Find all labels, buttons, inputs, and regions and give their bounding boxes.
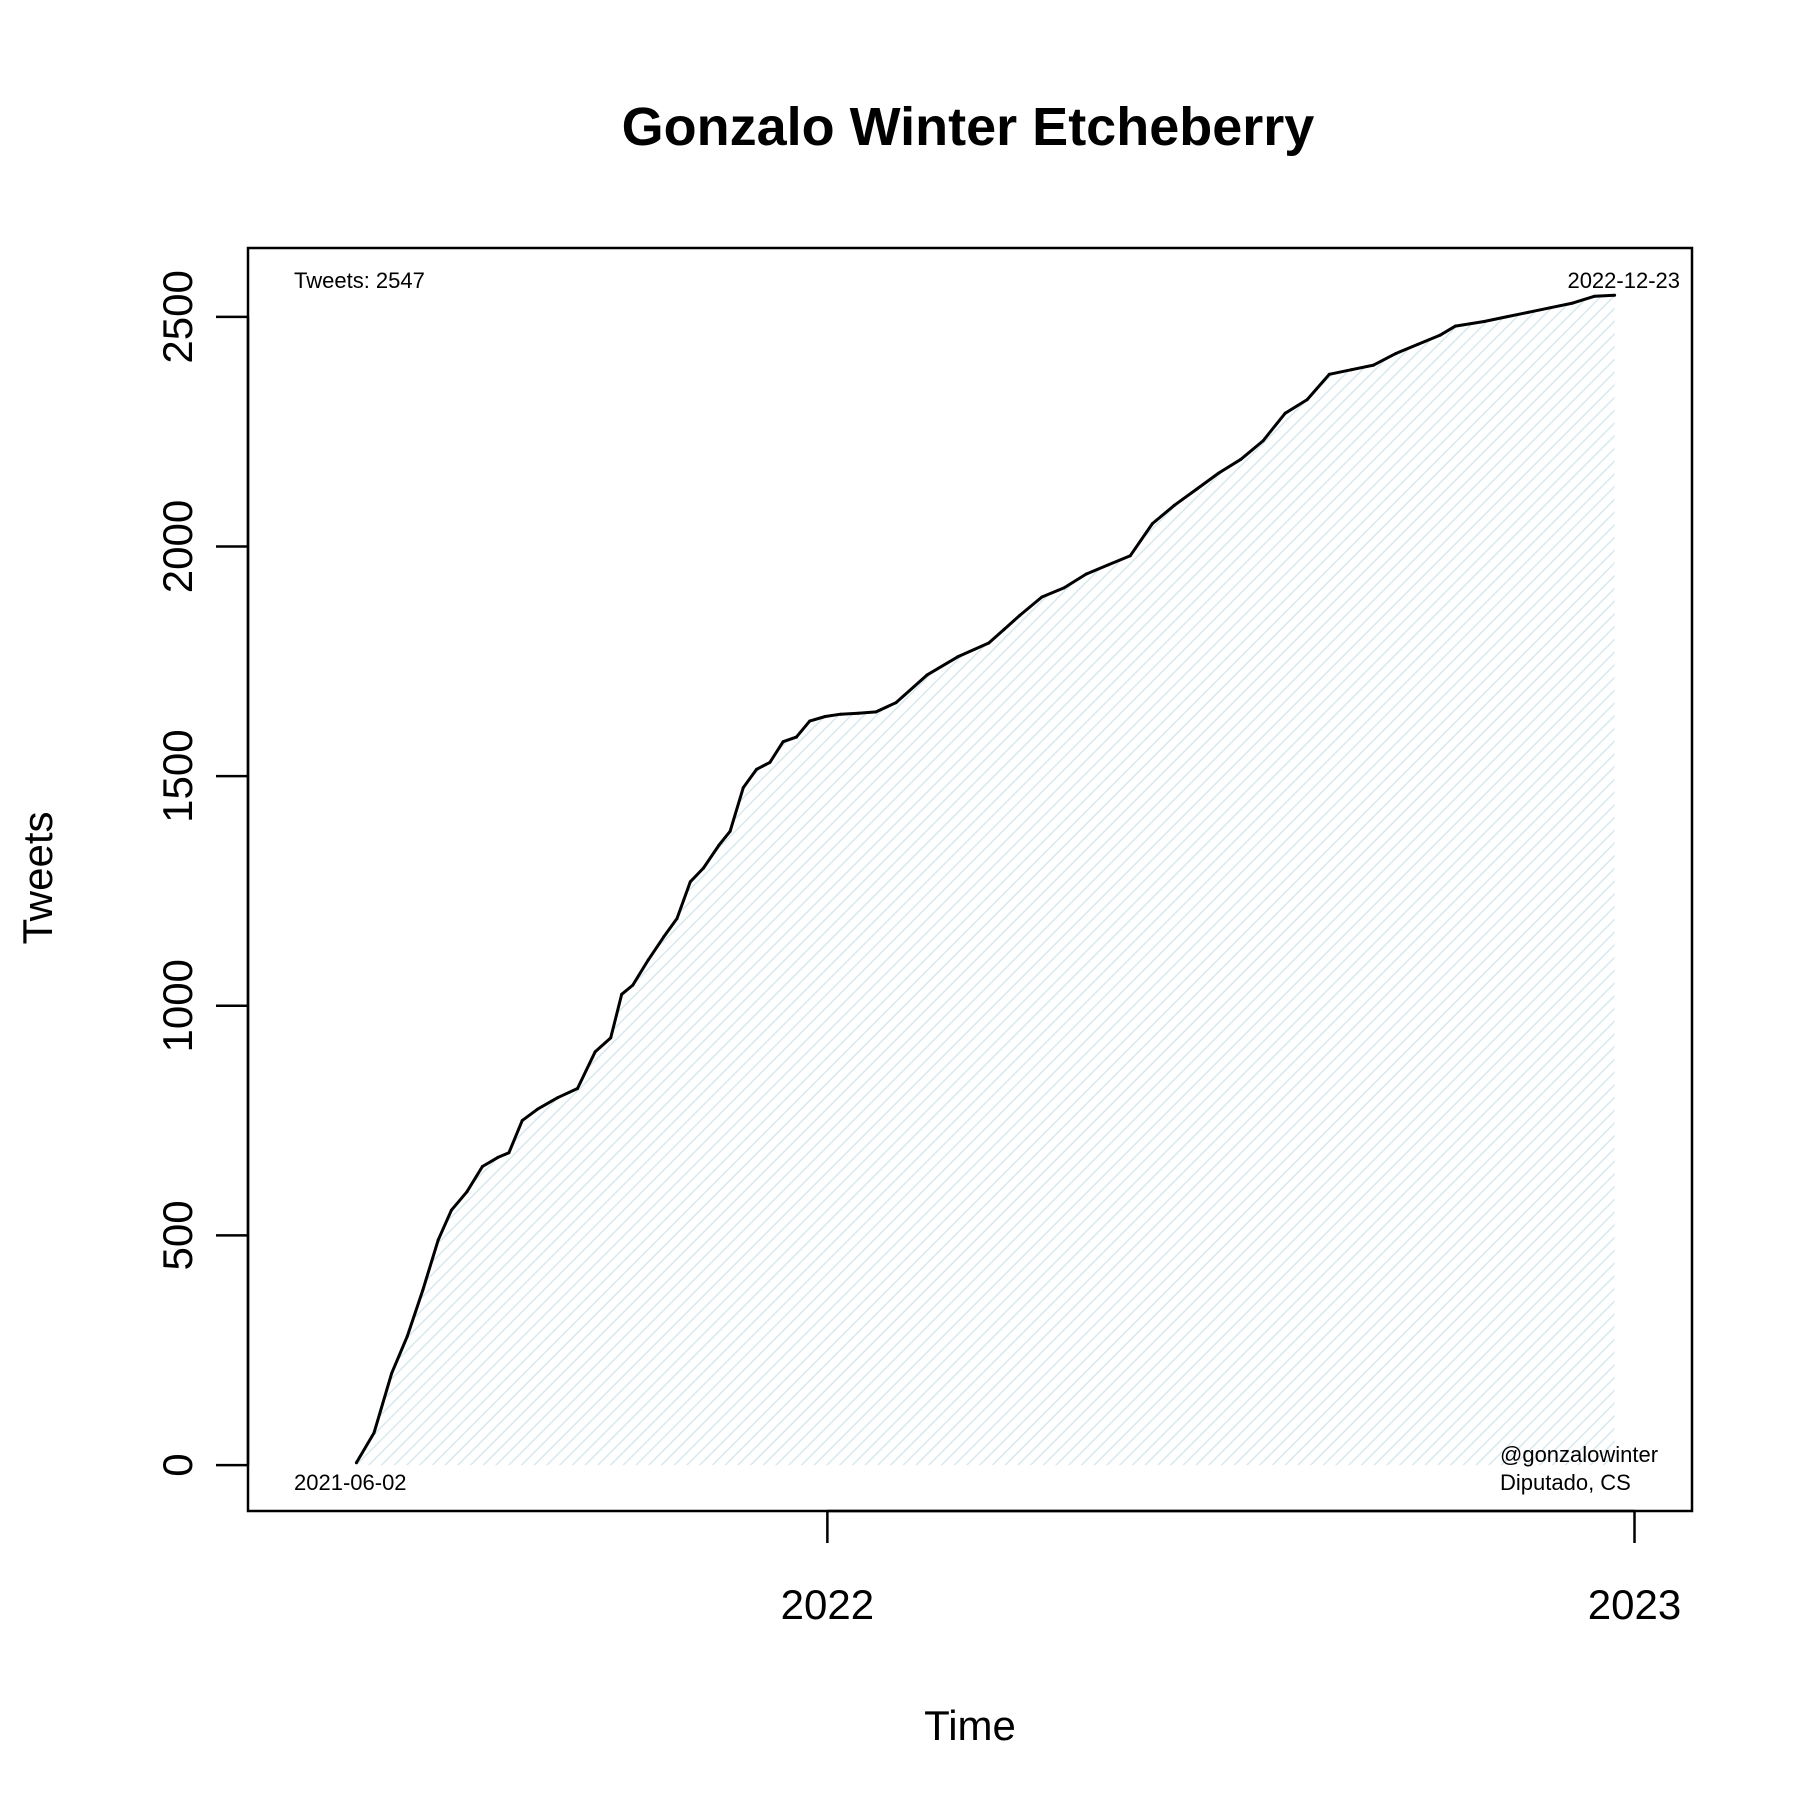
data-point <box>1002 627 1006 631</box>
data-point <box>728 829 732 833</box>
data-point <box>520 1119 524 1123</box>
data-point <box>556 1096 560 1100</box>
data-point <box>894 701 898 705</box>
x-tick-label: 2023 <box>1588 1581 1681 1628</box>
data-point <box>675 917 679 920</box>
data-point <box>794 735 798 739</box>
data-point <box>1593 294 1597 298</box>
x-tick-label: 2022 <box>781 1581 874 1628</box>
data-point <box>741 786 745 790</box>
y-axis-label: Tweets <box>14 811 61 944</box>
x-axis: 2022 2023 <box>781 1509 1681 1628</box>
data-point <box>808 719 812 723</box>
y-tick-label: 1500 <box>154 729 201 822</box>
plot-area <box>246 246 1694 1513</box>
data-point <box>372 1431 376 1435</box>
data-point <box>1150 522 1154 526</box>
data-point <box>405 1335 409 1338</box>
data-point <box>390 1371 394 1375</box>
data-point <box>631 983 635 987</box>
y-tick-label: 1000 <box>154 959 201 1052</box>
data-point <box>781 740 785 744</box>
data-point <box>768 760 772 764</box>
data-point <box>823 715 827 718</box>
tweet-count-annotation: Tweets: 2547 <box>294 268 425 293</box>
data-point <box>465 1190 469 1194</box>
data-point <box>702 866 705 870</box>
y-tick-label: 2000 <box>154 500 201 593</box>
end-date-annotation: 2022-12-23 <box>1567 268 1680 293</box>
data-point <box>1217 471 1221 475</box>
data-point <box>354 1461 358 1465</box>
handle-annotation: @gonzalowinter <box>1500 1442 1658 1467</box>
data-point <box>1372 363 1376 367</box>
data-point <box>1416 342 1420 346</box>
data-point <box>536 1107 540 1111</box>
data-point <box>646 958 650 962</box>
data-point <box>1283 411 1287 415</box>
data-point <box>1239 457 1243 461</box>
y-tick-label: 500 <box>154 1200 201 1270</box>
data-point <box>1482 320 1486 323</box>
data-point <box>1305 398 1309 402</box>
data-point <box>956 655 960 659</box>
data-point <box>1261 439 1265 443</box>
data-point <box>1084 572 1088 576</box>
data-point <box>839 712 843 716</box>
data-point <box>1128 554 1132 558</box>
data-point <box>1394 352 1398 356</box>
data-point <box>755 767 759 771</box>
data-point <box>987 641 991 645</box>
data-point <box>507 1151 511 1155</box>
data-point <box>449 1208 453 1212</box>
y-axis: 0 500 1000 1500 2000 2500 <box>154 270 250 1477</box>
data-point <box>496 1155 500 1159</box>
y-tick-label: 2500 <box>154 270 201 363</box>
start-date-annotation: 2021-06-02 <box>294 1470 407 1495</box>
data-point <box>688 880 692 884</box>
data-point <box>925 673 929 677</box>
data-point <box>1195 487 1199 491</box>
data-point <box>436 1238 440 1242</box>
data-point <box>1613 293 1617 297</box>
data-point <box>856 711 860 715</box>
data-point <box>662 935 666 939</box>
data-point <box>1571 301 1575 305</box>
data-point <box>1040 595 1044 599</box>
data-point <box>480 1165 484 1168</box>
data-point <box>593 1050 597 1054</box>
role-annotation: Diputado, CS <box>1500 1470 1631 1495</box>
data-point <box>1438 333 1442 337</box>
data-point <box>421 1289 425 1292</box>
data-point <box>609 1036 613 1040</box>
cumulative-area-fill <box>356 295 1615 1466</box>
data-point <box>1106 563 1110 567</box>
data-point <box>717 843 721 847</box>
data-point <box>1453 324 1457 328</box>
data-point <box>1062 586 1066 590</box>
data-point <box>1549 306 1552 310</box>
x-axis-label: Time <box>924 1702 1016 1749</box>
data-point <box>1504 315 1508 319</box>
data-point <box>620 992 624 996</box>
data-point <box>1350 368 1353 372</box>
data-point <box>1327 372 1331 376</box>
data-point <box>576 1087 579 1090</box>
y-tick-label: 0 <box>154 1453 201 1476</box>
data-point <box>874 710 878 714</box>
data-point <box>1173 503 1176 507</box>
data-point <box>1526 310 1530 314</box>
data-point <box>1018 613 1022 617</box>
chart-title: Gonzalo Winter Etcheberry <box>622 97 1315 157</box>
